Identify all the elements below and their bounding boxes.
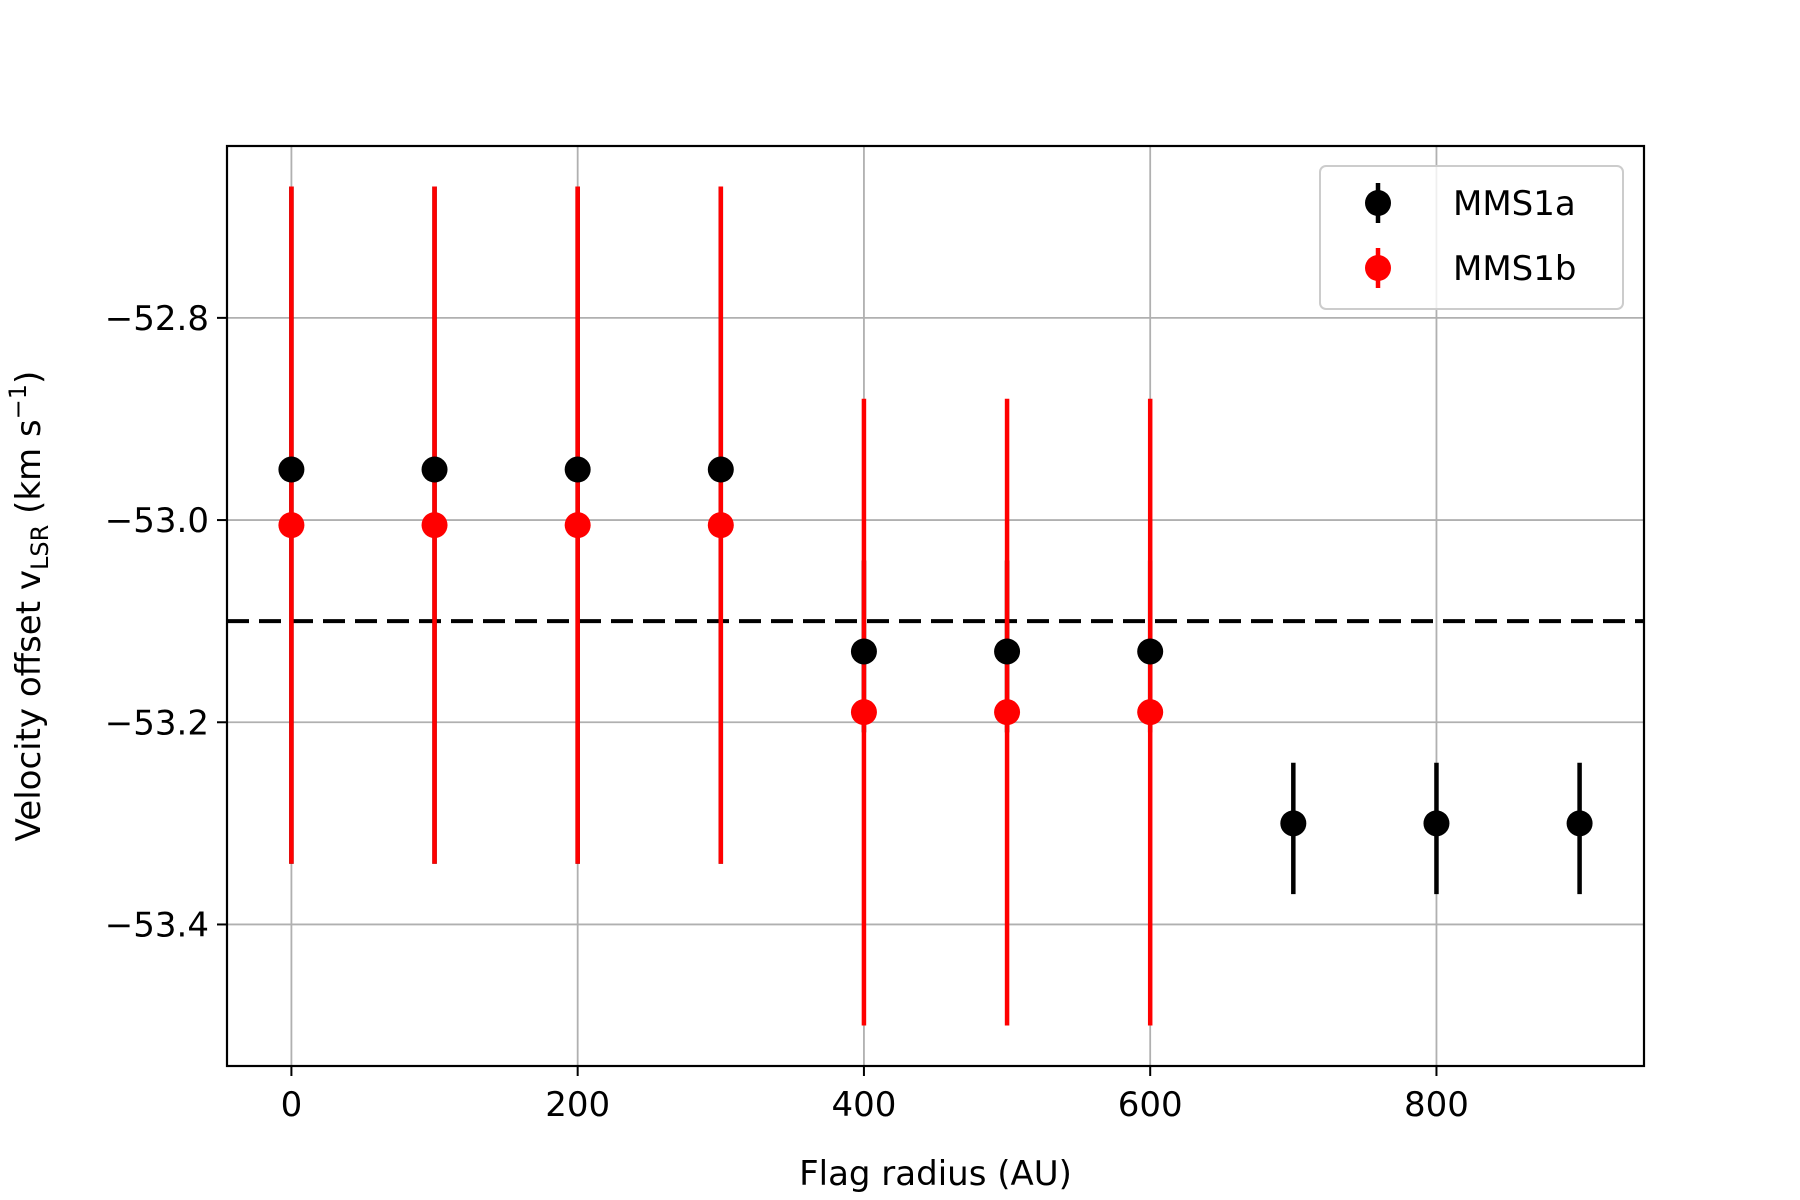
data-point: [564, 456, 591, 483]
data-point: [850, 638, 877, 665]
data-point: [421, 456, 448, 483]
legend-box: [1319, 165, 1624, 310]
y-axis-label-superscript: −1: [4, 384, 32, 419]
y-axis-label-main: Velocity offset v: [9, 570, 49, 841]
x-tick-label: 400: [831, 1085, 896, 1125]
data-point: [1280, 810, 1307, 837]
x-tick-label: 0: [281, 1085, 303, 1125]
y-axis-label-subscript: LSR: [26, 525, 54, 570]
ticks: 0 200 400 600 800 −52.8 −53.0 −53.2 −53.4: [105, 299, 1469, 1125]
x-tick-label: 200: [545, 1085, 610, 1125]
y-axis-label-unit-open: (km s: [9, 419, 49, 524]
series-layer: [278, 186, 1593, 1026]
data-point: [994, 699, 1021, 726]
data-point: [278, 456, 305, 483]
data-point: [707, 456, 734, 483]
y-axis-label: Velocity offset vLSR (km s−1): [4, 371, 54, 842]
data-point: [421, 512, 448, 539]
y-tick-label: −52.8: [105, 299, 209, 339]
y-tick-label: −53.4: [105, 905, 209, 945]
x-tick-label: 800: [1404, 1085, 1469, 1125]
x-axis-label: Flag radius (AU): [799, 1154, 1072, 1194]
plot-frame: [225, 144, 1646, 1068]
data-point: [1566, 810, 1593, 837]
y-tick-label: −53.0: [105, 501, 209, 541]
y-tick-label: −53.2: [105, 703, 209, 743]
legend-marker: [1365, 190, 1391, 216]
legend-label: MMS1b: [1453, 249, 1576, 289]
legend-marker: [1365, 255, 1391, 281]
data-point: [1137, 699, 1164, 726]
legend-label: MMS1a: [1453, 184, 1576, 224]
data-point: [850, 699, 877, 726]
markers-MMS1a: [278, 456, 1593, 837]
markers-MMS1b: [278, 512, 1164, 726]
data-point: [278, 512, 305, 539]
data-point: [994, 638, 1021, 665]
data-point: [707, 512, 734, 539]
data-point: [1423, 810, 1450, 837]
data-point: [564, 512, 591, 539]
y-axis-label-unit-close: ): [9, 371, 49, 384]
legend: MMS1a MMS1b: [1319, 165, 1624, 310]
data-point: [1137, 638, 1164, 665]
x-tick-label: 600: [1118, 1085, 1183, 1125]
